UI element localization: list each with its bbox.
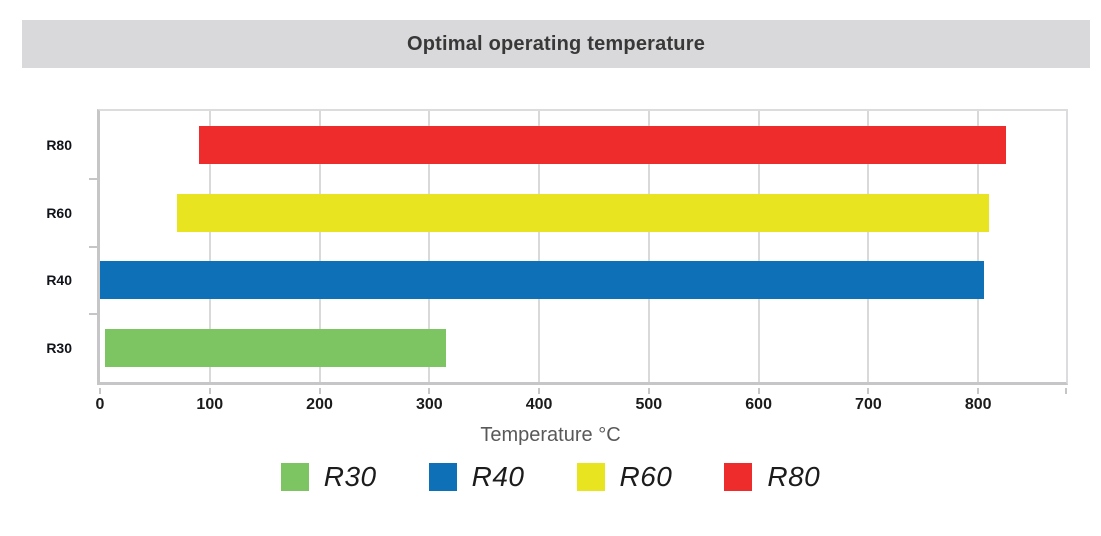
x-axis-tick-end [1065,388,1067,394]
category-label-r60: R60 [46,204,72,221]
plot-area [89,109,1068,385]
legend-swatch-r30 [280,463,309,491]
x-axis-tick-400 [538,388,541,394]
bar-r30 [105,329,446,368]
legend-swatch-r60 [576,463,605,491]
chart-title-bar: Optimal operating temperature [22,20,1090,68]
y-axis-tick [89,313,97,316]
gridline-600 [757,111,760,382]
y-axis-tick [89,177,97,180]
legend-swatch-r80 [724,463,753,491]
gridline-700 [867,111,870,382]
x-axis-tick-700 [867,388,870,394]
bar-r60 [176,193,990,232]
x-tick-label-200: 200 [306,396,333,413]
gridline-800 [977,111,980,382]
category-label-r30: R30 [46,340,72,357]
y-axis-tick [89,245,97,248]
legend-item-r80: R80 [724,461,820,493]
x-tick-label-300: 300 [415,396,443,413]
chart-title: Optimal operating temperature [406,32,706,55]
legend-item-r30: R30 [280,461,377,493]
x-axis-tick-200 [318,388,321,394]
legend-label-r60: R60 [619,461,673,492]
bar-r40 [100,261,984,300]
legend-item-r60: R60 [576,461,673,493]
x-axis-title: Temperature °C [480,424,621,446]
x-axis-tick-labels: 0 100 200 300 400 500 600 700 800 [96,396,1066,414]
x-tick-label-600: 600 [745,396,772,413]
x-tick-label-800: 800 [964,396,992,413]
x-tick-label-0: 0 [95,396,105,413]
legend-swatch-r40 [428,463,457,491]
x-axis-tick-600 [757,388,760,394]
gridline-200 [318,111,321,382]
legend-label-r30: R30 [323,461,377,492]
x-axis-tick-300 [428,388,431,394]
bar-r80 [198,125,1006,164]
gridline-300 [428,111,431,382]
y-axis-category-labels: R80 R60 R40 R30 [0,111,72,382]
gridline-100 [208,111,211,382]
legend-item-r40: R40 [428,461,525,493]
legend-label-r80: R80 [767,461,821,492]
gridline-500 [647,111,650,382]
legend-label-r40: R40 [471,461,525,492]
x-tick-label-700: 700 [855,396,882,413]
x-tick-label-500: 500 [635,396,663,413]
x-axis-tick-0 [99,388,101,394]
x-axis-tick-500 [647,388,650,394]
x-axis-tick-800 [977,388,980,394]
category-label-r80: R80 [46,136,72,153]
x-tick-label-400: 400 [525,396,553,413]
x-axis-ticks [99,388,1067,394]
x-tick-label-100: 100 [196,396,224,413]
legend: R30 R40 R60 R80 [0,461,1101,493]
gridline-400 [538,111,541,382]
category-label-r40: R40 [46,272,72,289]
x-axis-tick-100 [208,388,211,394]
